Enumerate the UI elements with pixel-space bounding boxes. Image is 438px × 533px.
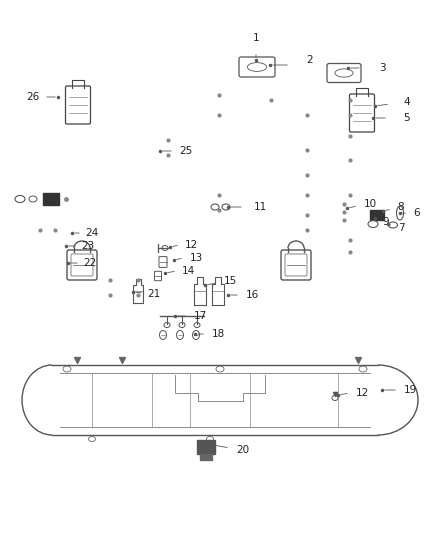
Text: 22: 22 bbox=[83, 258, 97, 268]
Text: 18: 18 bbox=[212, 329, 225, 339]
Text: 16: 16 bbox=[245, 290, 258, 300]
Text: 21: 21 bbox=[147, 289, 161, 299]
Text: 17: 17 bbox=[193, 311, 207, 321]
Text: 1: 1 bbox=[253, 33, 259, 43]
Text: 12: 12 bbox=[184, 240, 198, 250]
Text: 6: 6 bbox=[413, 208, 420, 218]
Bar bbox=[200, 454, 212, 460]
Text: 9: 9 bbox=[383, 217, 389, 227]
Text: 8: 8 bbox=[398, 202, 404, 212]
Text: 12: 12 bbox=[355, 388, 369, 398]
Text: 13: 13 bbox=[189, 253, 203, 263]
Text: 15: 15 bbox=[223, 276, 237, 286]
Bar bbox=[197, 440, 215, 454]
Text: 3: 3 bbox=[379, 63, 385, 73]
Text: 24: 24 bbox=[85, 228, 99, 238]
Bar bbox=[370, 210, 384, 220]
Text: 23: 23 bbox=[81, 241, 95, 251]
Text: 11: 11 bbox=[253, 202, 267, 212]
Text: 20: 20 bbox=[237, 445, 250, 455]
Text: 26: 26 bbox=[26, 92, 39, 102]
Text: 2: 2 bbox=[307, 55, 313, 65]
Text: 19: 19 bbox=[403, 385, 417, 395]
Bar bbox=[43, 193, 59, 205]
Text: 4: 4 bbox=[404, 97, 410, 107]
Text: 7: 7 bbox=[398, 223, 404, 233]
Text: 14: 14 bbox=[181, 266, 194, 276]
Text: 25: 25 bbox=[180, 146, 193, 156]
Text: 5: 5 bbox=[404, 113, 410, 123]
Text: 10: 10 bbox=[364, 199, 377, 209]
